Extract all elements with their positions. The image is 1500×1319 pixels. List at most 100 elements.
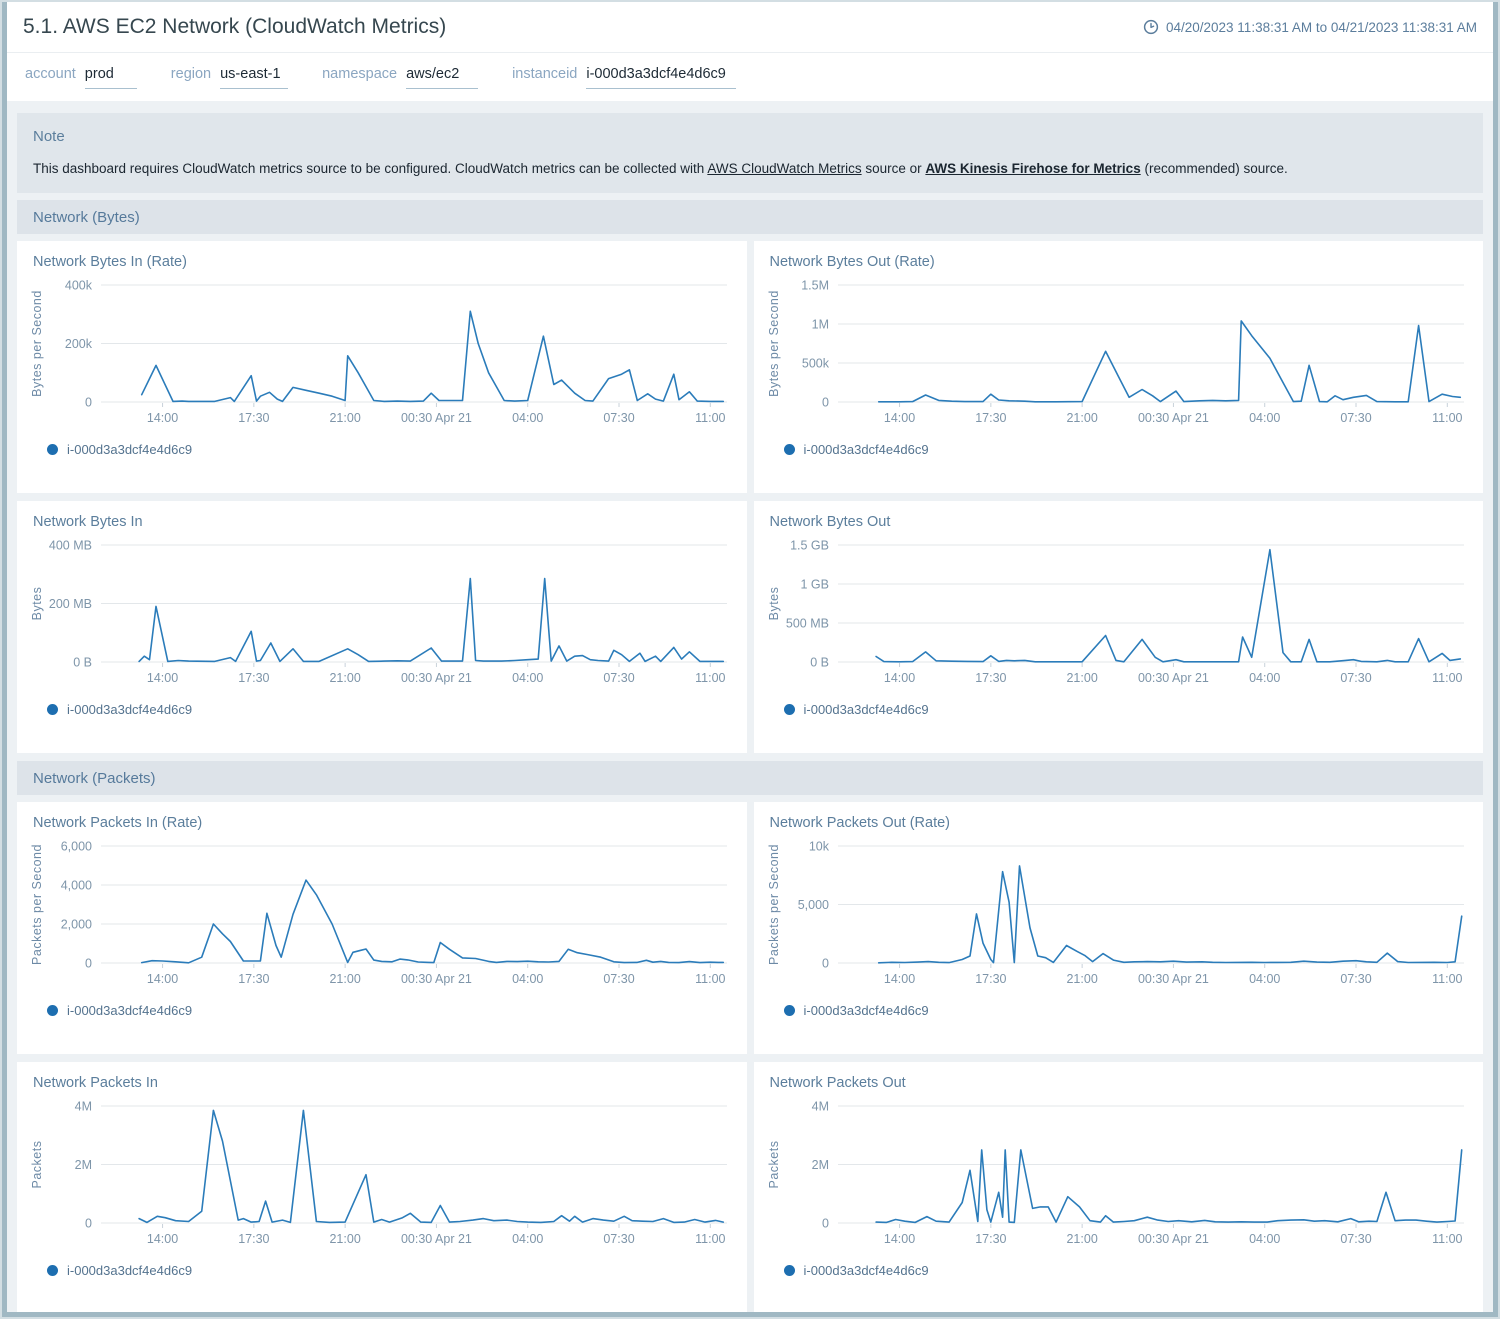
- legend-label: i-000d3a3dcf4e4d6c9: [67, 442, 193, 457]
- x-tick-label: 04:00: [1249, 1232, 1280, 1246]
- x-tick-label: 00:30 Apr 21: [401, 411, 472, 425]
- legend-label: i-000d3a3dcf4e4d6c9: [67, 1263, 193, 1278]
- legend-dot-icon: [47, 444, 58, 455]
- page-title: 5.1. AWS EC2 Network (CloudWatch Metrics…: [23, 15, 447, 38]
- legend-label: i-000d3a3dcf4e4d6c9: [803, 1003, 929, 1018]
- y-tick-label: 1.5M: [801, 279, 829, 293]
- cloudwatch-metrics-link[interactable]: AWS CloudWatch Metrics: [707, 161, 862, 176]
- legend-network-packets-in[interactable]: i-000d3a3dcf4e4d6c9: [17, 1254, 747, 1278]
- y-tick-label: 1M: [811, 318, 828, 332]
- x-tick-label: 00:30 Apr 21: [401, 671, 472, 685]
- legend-network-bytes-out-rate[interactable]: i-000d3a3dcf4e4d6c9: [754, 433, 1484, 457]
- time-range-control[interactable]: 04/20/2023 11:38:31 AM to 04/21/2023 11:…: [1143, 19, 1477, 35]
- filter-account-label: account: [25, 65, 76, 82]
- x-tick-label: 21:00: [329, 972, 360, 986]
- x-tick-label: 07:30: [1340, 411, 1371, 425]
- y-tick-label: 0 B: [810, 656, 829, 670]
- network-bytes-in-rate-canvas[interactable]: 0 200k 400k 14:00 17:30 21:00 00:30 Apr 21 04:0…: [17, 275, 747, 433]
- y-tick-label: 6,000: [61, 840, 92, 854]
- legend-network-packets-out[interactable]: i-000d3a3dcf4e4d6c9: [754, 1254, 1484, 1278]
- legend-network-bytes-out[interactable]: i-000d3a3dcf4e4d6c9: [754, 693, 1484, 717]
- chart-title-network-packets-out-rate: Network Packets Out (Rate): [769, 815, 951, 831]
- x-tick-label: 07:30: [603, 411, 634, 425]
- y-tick-label: 2M: [811, 1158, 828, 1172]
- x-tick-label: 14:00: [883, 411, 914, 425]
- y-tick-label: 400k: [65, 279, 93, 293]
- chart-title-network-bytes-in-rate: Network Bytes In (Rate): [33, 254, 187, 270]
- legend-dot-icon: [47, 1005, 58, 1016]
- title-bar: 5.1. AWS EC2 Network (CloudWatch Metrics…: [7, 2, 1493, 52]
- filter-instanceid: instanceid i-000d3a3dcf4e4d6c9: [512, 65, 737, 89]
- time-range-text: 04/20/2023 11:38:31 AM to 04/21/2023 11:…: [1165, 19, 1477, 35]
- filter-instanceid-label: instanceid: [512, 65, 578, 82]
- filter-account: account prod: [25, 66, 137, 89]
- note-panel: Note This dashboard requires CloudWatch …: [17, 113, 1483, 193]
- x-tick-label: 04:00: [512, 411, 543, 425]
- network-packets-out-rate-canvas[interactable]: 0 5,000 10k 14:00 17:30 21:00 00:30 Apr 21 04:0…: [754, 836, 1484, 994]
- network-bytes-out-rate-canvas[interactable]: 0 500k 1M 1.5M 14:00 17:30 21:00 00:30 Apr 21 04…: [754, 275, 1484, 433]
- legend-network-bytes-in-rate[interactable]: i-000d3a3dcf4e4d6c9: [17, 433, 747, 457]
- filter-instanceid-value[interactable]: i-000d3a3dcf4e4d6c9: [586, 66, 737, 89]
- y-tick-label: 10k: [808, 840, 829, 854]
- y-tick-label: 0: [85, 396, 92, 410]
- y-tick-label: 500 MB: [785, 617, 828, 631]
- panel-network-packets-out: Network Packets Out 0 2M 4M 14:00 17:30 21:00 0…: [753, 1062, 1484, 1312]
- x-tick-label: 21:00: [1066, 972, 1097, 986]
- filter-account-value[interactable]: prod: [84, 66, 137, 89]
- x-tick-label: 17:30: [975, 411, 1006, 425]
- network-packets-out-canvas[interactable]: 0 2M 4M 14:00 17:30 21:00 00:30 Apr 21 04:00 07:…: [754, 1096, 1484, 1254]
- x-tick-label: 00:30 Apr 21: [401, 972, 472, 986]
- x-tick-label: 07:30: [603, 972, 634, 986]
- y-axis-label: Packets: [767, 1141, 781, 1189]
- y-tick-label: 200k: [65, 337, 93, 351]
- x-tick-label: 14:00: [147, 671, 178, 685]
- y-tick-label: 400 MB: [49, 539, 92, 553]
- y-tick-label: 200 MB: [49, 597, 92, 611]
- section-title-bytes: Network (Bytes): [33, 208, 140, 226]
- y-tick-label: 4M: [811, 1100, 828, 1114]
- y-tick-label: 0: [822, 1217, 829, 1231]
- series-line: [874, 1149, 1463, 1224]
- section-header-bytes: Network (Bytes): [17, 200, 1483, 234]
- y-axis-label: Bytes per Second: [30, 290, 44, 397]
- filter-namespace-value[interactable]: aws/ec2: [406, 66, 479, 89]
- x-tick-label: 04:00: [1249, 411, 1280, 425]
- legend-network-packets-out-rate[interactable]: i-000d3a3dcf4e4d6c9: [754, 994, 1484, 1018]
- panel-network-bytes-out-rate: Network Bytes Out (Rate) 0 500k 1M 1.5M 14:00…: [753, 241, 1484, 493]
- x-tick-label: 21:00: [329, 411, 360, 425]
- x-tick-label: 17:30: [238, 1232, 269, 1246]
- panel-network-packets-in-rate: Network Packets In (Rate) 0 2,000 4,000 6,00…: [17, 802, 747, 1054]
- section-header-packets: Network (Packets): [17, 761, 1483, 795]
- legend-dot-icon: [783, 1005, 795, 1016]
- note-text-before: This dashboard requires CloudWatch metri…: [33, 161, 708, 176]
- x-tick-label: 07:30: [1340, 1232, 1371, 1246]
- y-axis-label: Packets per Second: [30, 844, 44, 965]
- chart-title-network-bytes-in: Network Bytes In: [33, 514, 143, 530]
- network-bytes-in-canvas[interactable]: 0 B 200 MB 400 MB 14:00 17:30 21:00 00:30 Apr …: [17, 535, 747, 693]
- legend-dot-icon: [47, 704, 58, 715]
- x-tick-label: 04:00: [512, 972, 543, 986]
- legend-network-packets-in-rate[interactable]: i-000d3a3dcf4e4d6c9: [17, 994, 747, 1018]
- filter-region-value[interactable]: us-east-1: [220, 66, 289, 89]
- x-tick-label: 17:30: [975, 671, 1006, 685]
- x-tick-label: 11:00: [1432, 671, 1462, 685]
- x-tick-label: 11:00: [695, 411, 725, 425]
- panel-network-packets-out-rate: Network Packets Out (Rate) 0 5,000 10k 14:00…: [753, 802, 1484, 1054]
- network-packets-in-rate-canvas[interactable]: 0 2,000 4,000 6,000 14:00 17:30 21:00 00:30 Apr…: [17, 836, 747, 994]
- x-tick-label: 21:00: [329, 1232, 360, 1246]
- x-tick-label: 11:00: [695, 972, 725, 986]
- network-bytes-out-canvas[interactable]: 0 B 500 MB 1 GB 1.5 GB 14:00 17:30 21:00 00:30 …: [754, 535, 1484, 693]
- kinesis-firehose-link[interactable]: AWS Kinesis Firehose for Metrics: [925, 161, 1141, 176]
- x-tick-label: 00:30 Apr 21: [1137, 1232, 1208, 1246]
- section-bytes-panels: Network Bytes In (Rate) 0 200k 400k 14:00 17:…: [17, 241, 1483, 753]
- filter-bar: account prod region us-east-1 namespace …: [7, 52, 1493, 101]
- chart-row: Network Packets In 0 2M 4M 14:00 17:30 21:00 00…: [17, 1062, 1484, 1312]
- legend-label: i-000d3a3dcf4e4d6c9: [803, 702, 929, 717]
- x-tick-label: 07:30: [603, 671, 634, 685]
- x-tick-label: 17:30: [238, 972, 269, 986]
- x-tick-label: 11:00: [695, 671, 725, 685]
- network-packets-in-canvas[interactable]: 0 2M 4M 14:00 17:30 21:00 00:30 Apr 21 04:00 07:…: [17, 1096, 747, 1254]
- legend-network-bytes-in[interactable]: i-000d3a3dcf4e4d6c9: [17, 693, 747, 717]
